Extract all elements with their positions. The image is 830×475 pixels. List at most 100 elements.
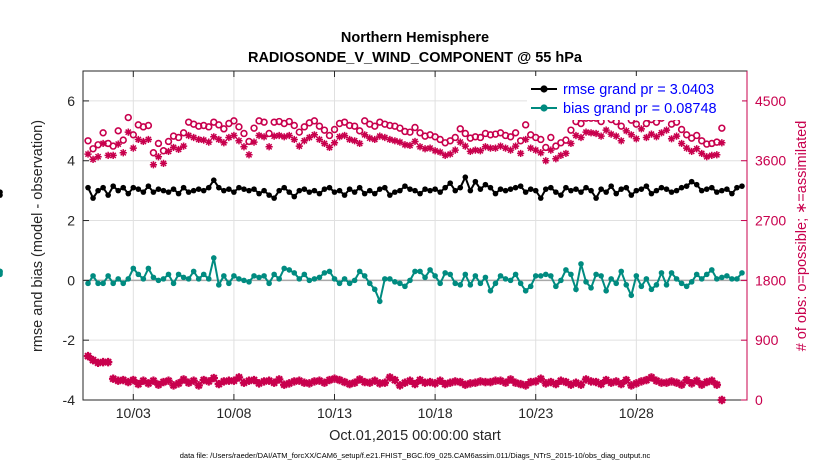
data-point — [492, 190, 499, 197]
data-point — [371, 190, 378, 197]
obs-possible-point — [250, 124, 258, 132]
obs-assimilated-point — [567, 139, 575, 148]
obs-count-point — [617, 379, 626, 389]
data-point — [412, 268, 418, 275]
chart-subtitle: RADIOSONDE_V_WIND_COMPONENT @ 55 hPa — [248, 50, 583, 66]
obs-possible-point — [300, 123, 309, 131]
obs-assimilated-point — [401, 141, 409, 149]
data-point — [673, 187, 680, 194]
data-point — [492, 280, 499, 287]
obs-possible-point — [562, 136, 570, 144]
data-point — [613, 280, 620, 287]
data-point — [210, 255, 217, 261]
data-point — [361, 273, 368, 279]
obs-count-point — [410, 379, 420, 389]
obs-possible-point — [718, 124, 726, 132]
obs-assimilated-point — [662, 126, 671, 134]
obs-assimilated-point — [260, 133, 268, 141]
data-point — [185, 189, 192, 195]
data-point — [648, 286, 655, 293]
data-point — [734, 276, 740, 282]
x-axis-label: Oct.01,2015 00:00:00 start — [329, 428, 501, 444]
obs-count-point — [274, 375, 284, 384]
obs-assimilated-point — [340, 131, 349, 140]
data-point — [628, 192, 635, 198]
obs-count-point — [526, 377, 535, 387]
obs-assimilated-point — [300, 137, 308, 145]
obs-assimilated-point — [215, 135, 223, 144]
obs-possible-point — [215, 121, 223, 129]
obs-assimilated-point — [159, 159, 168, 167]
data-point — [437, 280, 443, 287]
data-point — [125, 190, 132, 197]
obs-assimilated-point — [99, 139, 107, 148]
x-tick-label: 10/13 — [317, 405, 352, 421]
data-point — [568, 271, 574, 278]
data-point — [331, 276, 338, 282]
obs-assimilated-point — [255, 131, 263, 140]
obs-possible-point — [521, 121, 530, 129]
data-point — [487, 184, 494, 191]
obs-count-point — [88, 355, 98, 365]
obs-assimilated-point — [421, 145, 429, 153]
obs-count-point — [566, 380, 576, 389]
obs-assimilated-point — [381, 133, 389, 142]
obs-count-point — [290, 377, 299, 386]
obs-assimilated-point — [688, 147, 696, 156]
y-right-tick-label: 1800 — [755, 272, 786, 288]
obs-count-point — [612, 377, 621, 386]
data-point — [140, 189, 147, 195]
obs-count-point — [134, 379, 143, 389]
data-point — [714, 189, 720, 195]
obs-count-point — [385, 373, 395, 382]
obs-count-point — [305, 379, 314, 388]
obs-assimilated-point — [411, 137, 419, 146]
obs-assimilated-point — [698, 149, 706, 158]
obs-assimilated-point — [154, 153, 163, 161]
obs-count-point — [300, 378, 309, 387]
data-point — [195, 276, 202, 282]
data-point — [271, 195, 277, 201]
data-point — [482, 274, 489, 281]
obs-assimilated-point — [240, 143, 248, 151]
obs-possible-point — [698, 137, 706, 145]
data-point — [568, 187, 574, 194]
obs-possible-point — [436, 135, 444, 144]
legend-rmse-marker — [540, 85, 548, 93]
data-point — [573, 186, 579, 192]
data-point — [356, 268, 363, 275]
obs-count-point — [199, 375, 208, 385]
obs-count-point — [154, 380, 163, 389]
obs-possible-point — [355, 127, 364, 135]
y-tick-label: -4 — [63, 392, 76, 408]
obs-count-point — [496, 376, 505, 385]
data-point — [668, 270, 675, 276]
data-point — [160, 276, 167, 282]
obs-assimilated-point — [396, 138, 404, 146]
obs-possible-point — [416, 129, 424, 137]
obs-assimilated-point — [149, 161, 158, 169]
data-point — [457, 282, 464, 288]
obs-possible-point — [285, 117, 293, 126]
data-point — [507, 186, 514, 192]
obs-assimilated-point — [431, 147, 439, 155]
obs-count-point — [174, 379, 183, 388]
obs-count-point — [415, 375, 425, 385]
obs-assimilated-point — [280, 133, 288, 141]
obs-assimilated-point — [652, 133, 661, 141]
data-point — [366, 280, 373, 287]
data-point — [336, 187, 343, 194]
x-tick-label: 10/28 — [619, 405, 654, 421]
obs-possible-point — [99, 129, 107, 137]
data-point — [341, 192, 348, 198]
data-point — [226, 280, 232, 287]
series-layer — [0, 110, 745, 405]
data-point — [236, 184, 242, 191]
obs-possible-point — [114, 127, 122, 135]
obs-assimilated-point — [285, 131, 293, 140]
obs-assimilated-point — [94, 153, 102, 161]
data-point — [346, 280, 353, 287]
obs-count-point — [184, 378, 193, 387]
obs-count-point — [370, 376, 379, 385]
obs-possible-point — [411, 123, 419, 132]
